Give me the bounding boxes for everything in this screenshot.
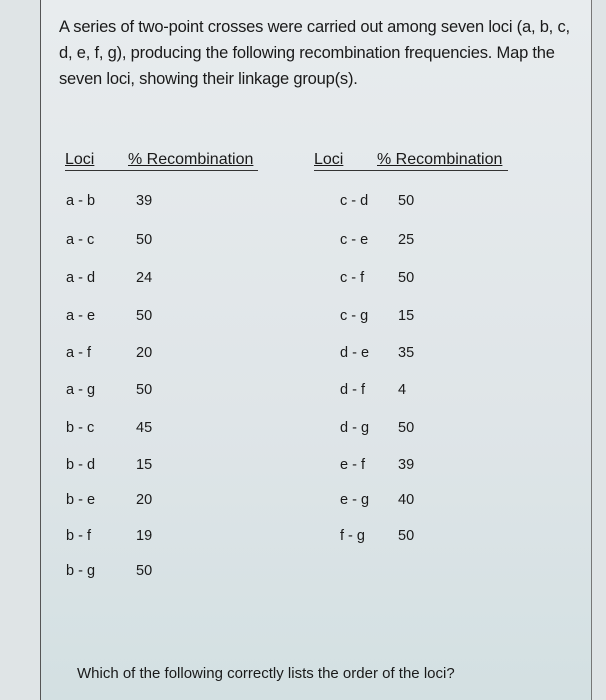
recombination-value: 50 [398,270,415,286]
loci-pair: e - g [340,492,370,508]
loci-pair: a - c [66,232,95,248]
recombination-value: 4 [398,382,407,398]
recombination-value: 45 [136,420,153,436]
recombination-value: 39 [398,457,415,473]
loci-pair: b - g [66,563,96,579]
loci-pair: c - g [340,308,369,324]
right-header-loci: Loci [314,151,344,168]
loci-pair: f - g [340,528,365,544]
loci-pair: a - g [66,382,96,398]
recombination-value: 19 [136,528,153,544]
recombination-value: 50 [136,382,153,398]
recombination-value: 35 [398,345,415,361]
recombination-value: 50 [136,308,153,324]
document-sheet [40,0,592,700]
left-header-rule [65,170,258,171]
recombination-value: 39 [136,193,153,209]
loci-pair: b - f [66,528,91,544]
question-text: Which of the following correctly lists t… [77,665,455,682]
loci-pair: c - f [340,270,365,286]
loci-pair: e - f [340,457,365,473]
recombination-value: 25 [398,232,415,248]
loci-pair: b - c [66,420,95,436]
left-header-loci: Loci [65,151,95,168]
loci-pair: a - e [66,308,96,324]
left-header-recombination: % Recombination [128,151,254,168]
recombination-value: 15 [136,457,153,473]
recombination-value: 15 [398,308,415,324]
loci-pair: c - d [340,193,369,209]
loci-pair: d - e [340,345,370,361]
loci-pair: a - b [66,193,96,209]
loci-pair: b - e [66,492,96,508]
loci-pair: a - f [66,345,91,361]
loci-pair: d - g [340,420,370,436]
recombination-value: 50 [136,563,153,579]
right-header-recombination: % Recombination [377,151,503,168]
recombination-value: 50 [136,232,153,248]
problem-statement: A series of two-point crosses were carri… [59,18,570,88]
recombination-value: 20 [136,345,153,361]
loci-pair: c - e [340,232,369,248]
right-header-rule [314,170,508,171]
recombination-value: 24 [136,270,153,286]
recombination-value: 40 [398,492,415,508]
recombination-value: 50 [398,420,415,436]
loci-pair: d - f [340,382,365,398]
loci-pair: b - d [66,457,96,473]
loci-pair: a - d [66,270,96,286]
recombination-value: 50 [398,193,415,209]
recombination-value: 20 [136,492,153,508]
recombination-value: 50 [398,528,415,544]
